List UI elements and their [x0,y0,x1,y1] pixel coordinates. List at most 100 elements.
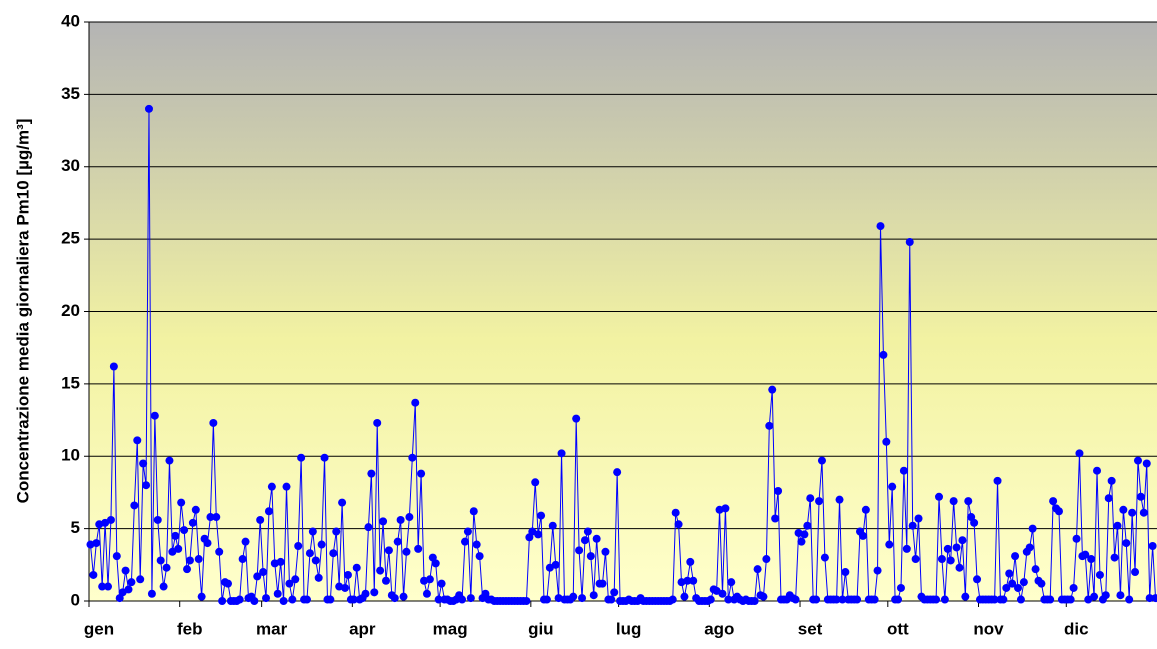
marker [774,486,783,495]
y-tick-label: 25 [61,229,80,248]
marker [583,527,592,536]
marker [279,597,288,605]
marker [253,572,262,581]
marker [285,579,294,588]
marker [1075,449,1084,458]
marker [422,589,431,598]
marker [209,418,218,427]
marker [575,546,584,555]
marker [1008,579,1017,588]
marker [223,579,232,588]
marker [320,453,329,462]
marker [1087,555,1096,564]
marker [551,560,560,569]
marker [671,508,680,517]
marker [130,501,139,510]
marker [150,411,159,420]
y-tick-label: 40 [61,11,80,30]
marker [1095,570,1104,579]
marker [165,456,174,465]
marker [302,595,311,604]
marker [203,539,212,548]
marker [469,507,478,516]
marker [876,222,885,231]
marker [317,540,326,549]
marker [812,595,821,604]
marker [1072,534,1081,543]
marker [171,531,180,540]
marker [873,566,882,575]
marker [1136,492,1145,501]
marker [238,555,247,564]
marker [1148,541,1157,550]
marker [522,597,531,605]
marker [838,595,847,604]
marker [841,568,850,577]
marker [475,552,484,561]
marker [1131,568,1140,577]
marker [580,536,589,545]
marker [557,449,566,458]
marker [1016,595,1025,604]
marker [98,582,107,591]
marker [402,547,411,556]
marker [899,466,908,475]
marker [1145,594,1154,603]
marker [1066,595,1075,604]
marker [370,588,379,597]
x-tick-label: dic [1064,619,1089,638]
x-tick-label: gen [84,619,114,638]
marker [1116,591,1125,600]
x-tick-label: mag [433,619,468,638]
x-tick-label: apr [349,619,376,638]
marker [89,570,98,579]
marker [104,582,113,591]
marker [958,536,967,545]
marker [955,563,964,572]
marker [1031,565,1040,574]
marker [724,595,733,604]
marker [218,597,227,605]
y-tick-label: 10 [61,446,80,465]
marker [1028,524,1037,533]
marker [434,595,443,604]
marker [1113,521,1122,530]
marker [548,521,557,530]
marker [961,592,970,601]
marker [879,350,888,359]
marker [250,597,259,605]
marker [932,595,941,604]
marker [215,547,224,556]
marker [460,537,469,546]
marker [683,576,692,585]
marker [112,552,121,561]
marker [288,595,297,604]
marker [109,362,118,371]
marker [463,527,472,536]
y-tick-label: 0 [71,590,80,609]
marker [753,565,762,574]
marker [607,595,616,604]
marker [1104,494,1113,503]
marker [106,515,115,524]
marker [259,568,268,577]
x-tick-label: ago [704,619,734,638]
marker [384,546,393,555]
marker [431,559,440,568]
marker [341,583,350,592]
marker [601,547,610,556]
marker [393,537,402,546]
marker [759,592,768,601]
marker [999,595,1008,604]
marker [92,539,101,548]
marker [314,573,323,582]
marker [668,595,677,604]
marker [1037,579,1046,588]
marker [291,575,300,584]
marker [815,497,824,506]
marker [162,563,171,572]
marker [136,575,145,584]
marker [308,527,317,536]
x-tick-label: feb [177,619,203,638]
marker [191,505,200,514]
